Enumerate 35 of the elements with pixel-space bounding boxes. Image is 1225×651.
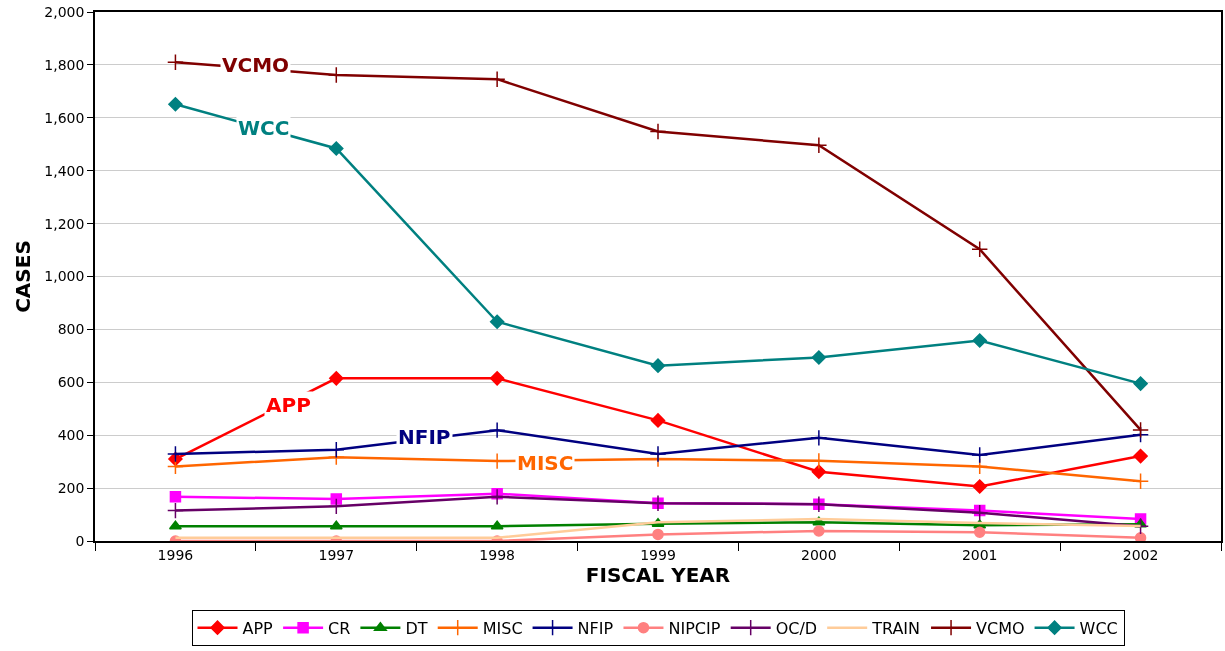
x-tick-label: 1996 — [157, 546, 194, 563]
y-tick-label: 1,200 — [44, 215, 85, 232]
annotation: WCC — [238, 116, 290, 140]
x-tick-label: 1997 — [318, 546, 355, 563]
legend-label: OC/D — [775, 618, 818, 638]
y-tick-label: 1,400 — [44, 162, 85, 179]
legend-label: NFIP — [577, 618, 614, 638]
x-tick-label: 1998 — [479, 546, 515, 563]
y-tick-label: 800 — [57, 321, 85, 338]
annotation: APP — [266, 393, 311, 417]
y-tick-label: 200 — [57, 480, 85, 496]
y-tick-label: 1,600 — [44, 109, 85, 126]
annotation: MISC — [517, 451, 574, 475]
legend-label: MISC — [482, 618, 523, 638]
y-tick-label: 1,800 — [44, 56, 85, 73]
y-tick-label: 400 — [57, 427, 85, 444]
legend-label: NIPCIP — [668, 618, 721, 638]
legend-label: TRAIN — [871, 618, 921, 638]
legend-label: APP — [242, 618, 274, 638]
legend-label: WCC — [1079, 618, 1118, 638]
legend-label: VCMO — [976, 618, 1025, 638]
y-tick-label: 600 — [57, 374, 85, 391]
x-tick-label: 2001 — [961, 546, 998, 563]
annotation: NFIP — [398, 425, 451, 449]
y-tick-label: 2,000 — [44, 3, 85, 20]
y-tick-label: 0 — [75, 532, 85, 549]
x-tick-label: 2002 — [1122, 546, 1159, 563]
y-tick-label: 1,000 — [44, 268, 85, 285]
legend-label: DT — [405, 618, 428, 638]
x-tick-label: 1999 — [640, 546, 676, 563]
x-tick-label: 2000 — [801, 546, 837, 563]
legend-label: CR — [328, 618, 351, 638]
x-axis-title: FISCAL YEAR — [585, 562, 731, 587]
y-axis-title: CASES — [11, 240, 36, 313]
annotation: VCMO — [222, 53, 290, 77]
